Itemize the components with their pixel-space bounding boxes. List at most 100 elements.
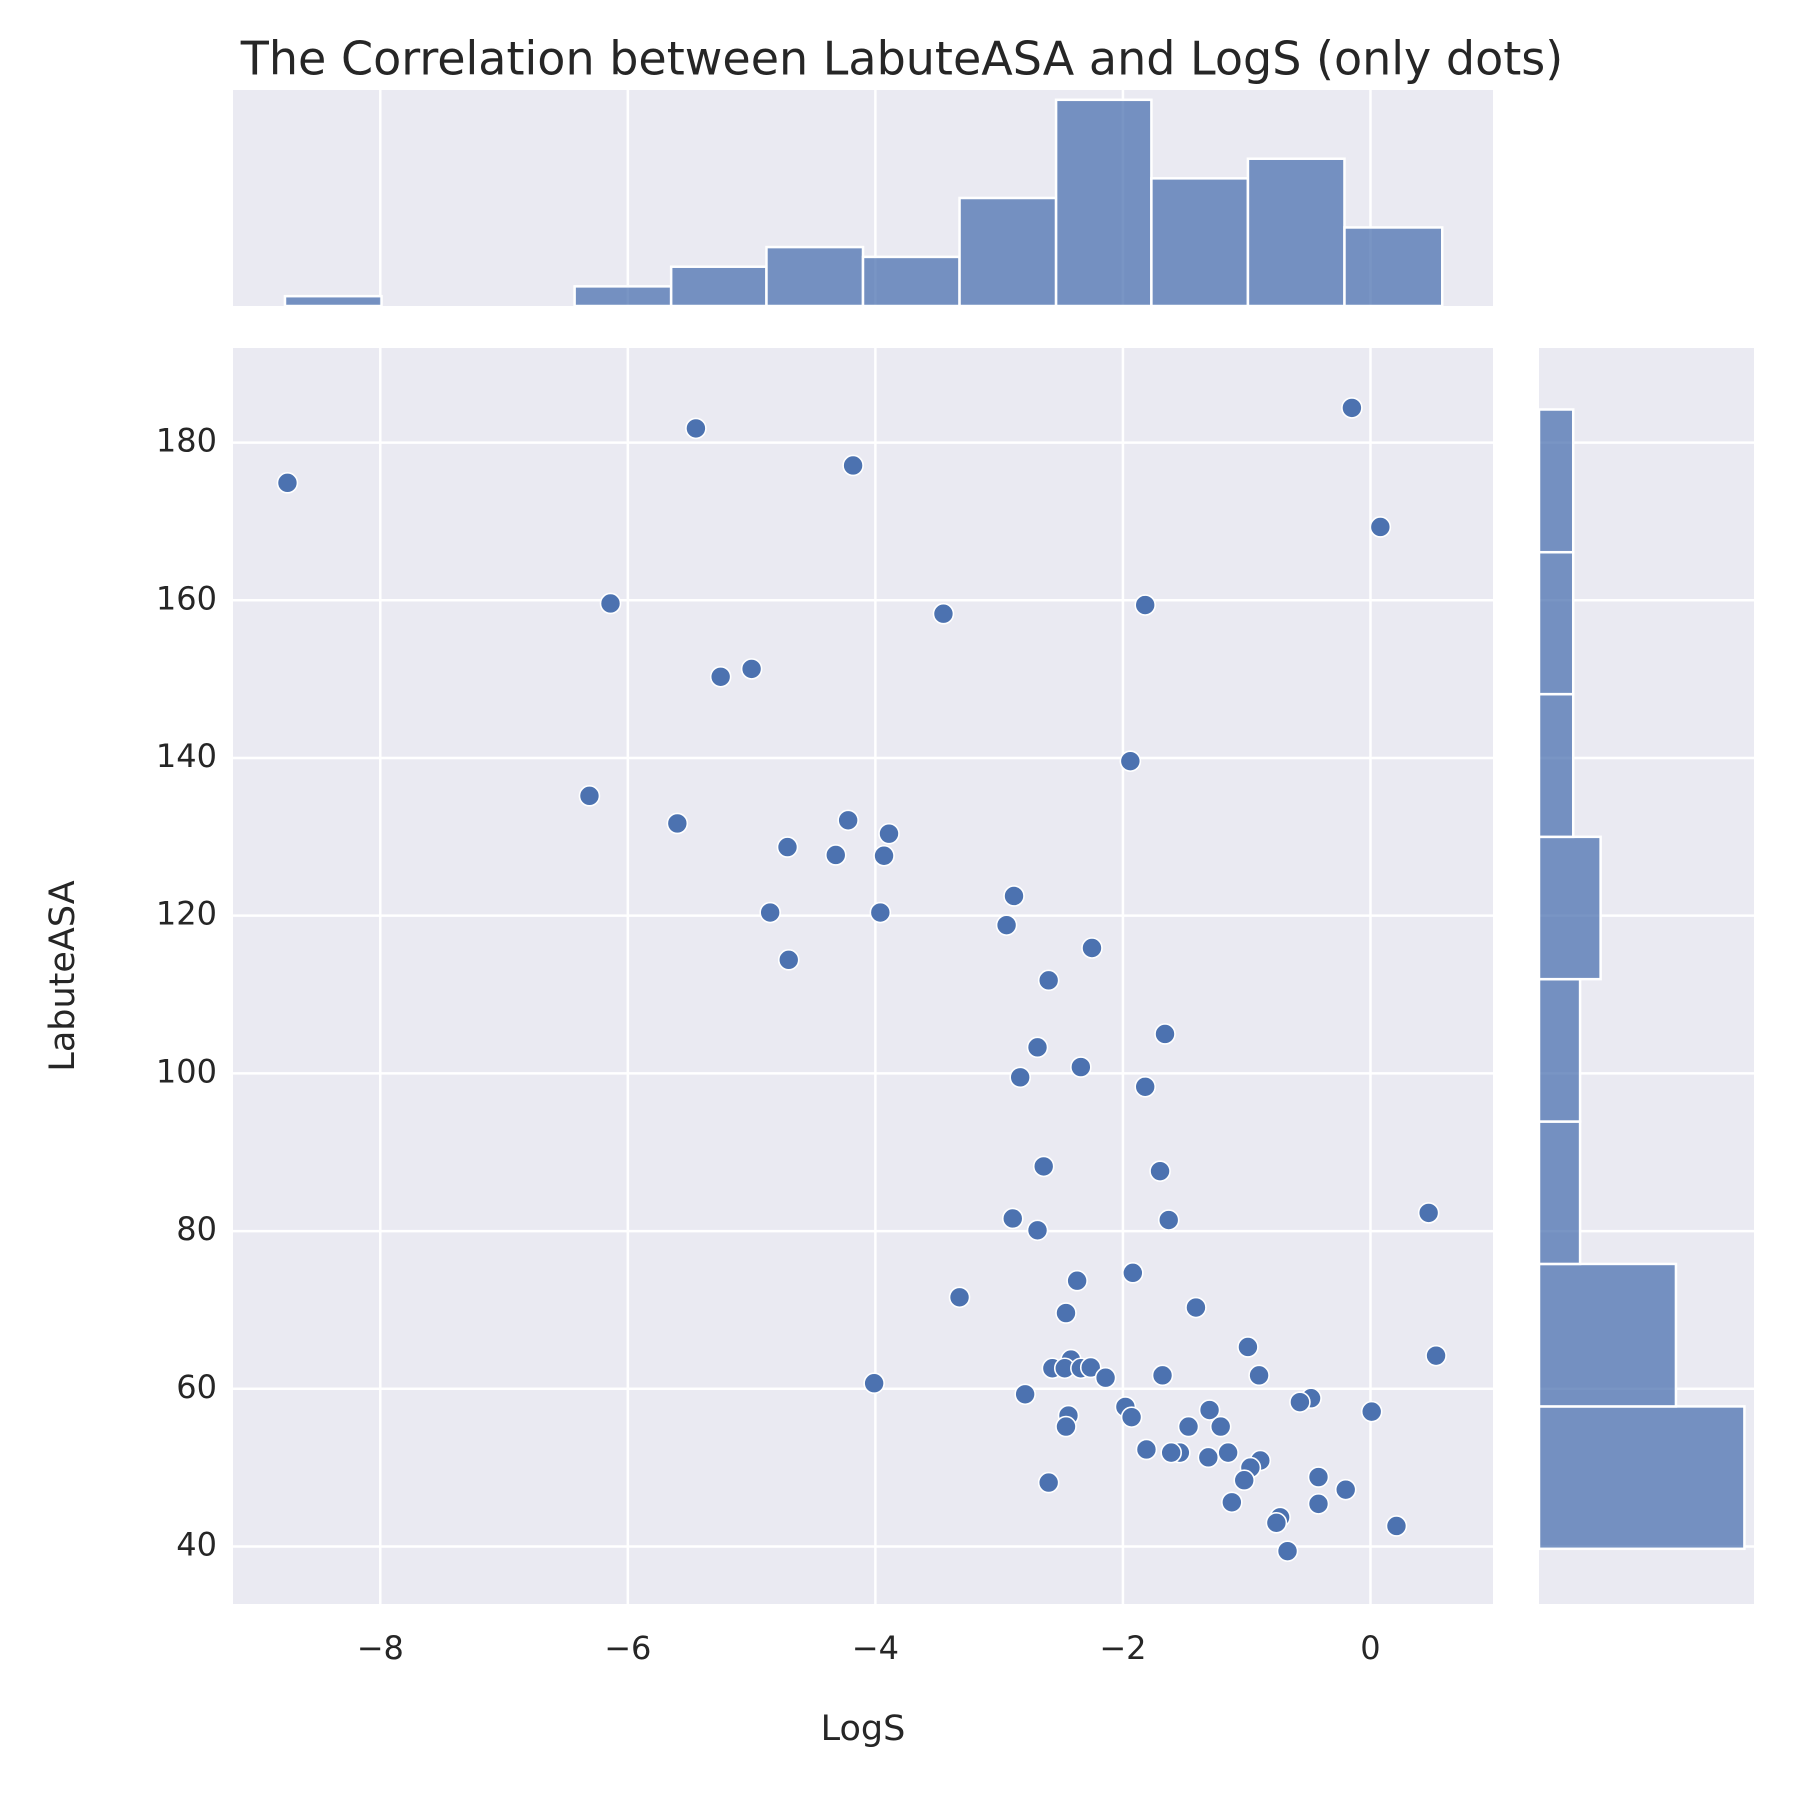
scatter-point <box>666 812 689 835</box>
scatter-point <box>1307 1466 1330 1488</box>
scatter-point <box>1134 594 1157 616</box>
y-tick-label: 160 <box>156 579 217 617</box>
scatter-point <box>1135 1438 1158 1461</box>
scatter-point <box>1151 1364 1174 1387</box>
histogram-bar <box>1537 550 1575 696</box>
scatter-point <box>1221 1491 1243 1514</box>
scatter-point <box>1120 1406 1143 1428</box>
histogram-bar <box>573 285 673 308</box>
scatter-point <box>1037 969 1060 992</box>
scatter-point <box>1217 1441 1239 1464</box>
scatter-point <box>1026 1219 1049 1242</box>
scatter-point <box>1026 1036 1049 1059</box>
x-tick-label: −8 <box>357 1629 404 1667</box>
scatter-point <box>1307 1493 1330 1515</box>
scatter-point <box>1070 1056 1092 1078</box>
y-axis-label: LabuteASA <box>43 880 83 1071</box>
scatter-point <box>1369 516 1392 538</box>
scatter-point <box>1276 1540 1299 1562</box>
scatter-point <box>837 809 859 832</box>
scatter-point <box>878 822 900 845</box>
scatter-point <box>948 1286 971 1309</box>
histogram-bar <box>765 245 865 308</box>
scatter-point <box>777 949 800 971</box>
x-tick-label: 0 <box>1360 1629 1380 1667</box>
scatter-point <box>1334 1478 1357 1501</box>
scatter-point <box>1037 1471 1060 1494</box>
scatter-point <box>1154 1023 1176 1045</box>
y-tick-label: 80 <box>176 1210 217 1248</box>
histogram-bar <box>1150 177 1250 308</box>
scatter-point <box>1055 1415 1077 1438</box>
scatter-point <box>578 785 601 807</box>
y-tick-label: 100 <box>156 1052 217 1090</box>
scatter-point <box>1003 885 1025 907</box>
y-tick-label: 60 <box>176 1368 217 1406</box>
y-tick-label: 40 <box>176 1525 217 1563</box>
scatter-point <box>932 602 955 625</box>
scatter-point <box>1385 1515 1408 1537</box>
y-tick-label: 140 <box>156 737 217 775</box>
scatter-point <box>1237 1336 1259 1358</box>
scatter-point <box>740 658 763 680</box>
scatter-point <box>1289 1391 1311 1413</box>
scatter-point <box>873 844 895 867</box>
scatter-point <box>869 901 892 924</box>
histogram-bar <box>1343 226 1444 308</box>
chart-title: The Correlation between LabuteASA and Lo… <box>240 32 1563 86</box>
scatter-point <box>1185 1296 1207 1319</box>
histogram-bar <box>1246 157 1346 308</box>
scatter-point <box>1417 1202 1440 1224</box>
histogram-bar <box>283 294 383 308</box>
histogram-bar <box>1537 692 1575 839</box>
x-axis-label: LogS <box>821 1709 906 1749</box>
scatter-point <box>1209 1415 1232 1438</box>
scatter-point <box>1014 1383 1036 1406</box>
scatter-point <box>1160 1441 1182 1464</box>
scatter-point <box>1066 1269 1088 1292</box>
scatter-point <box>1001 1207 1024 1230</box>
scatter-point <box>1119 750 1142 772</box>
scatter-point <box>1265 1511 1288 1534</box>
scatter-point <box>599 592 622 615</box>
x-tick-label: −4 <box>852 1629 899 1667</box>
scatter-point <box>685 417 707 440</box>
scatter-point <box>1360 1400 1383 1423</box>
histogram-bar <box>958 196 1058 308</box>
histogram-bar <box>1537 1262 1678 1408</box>
y-tick-label: 120 <box>156 895 217 933</box>
scatter-point <box>1055 1302 1077 1324</box>
x-tick-label: −2 <box>1099 1629 1146 1667</box>
scatter-point <box>1233 1469 1256 1492</box>
scatter-point <box>1009 1066 1031 1089</box>
scatter-point <box>1198 1399 1221 1421</box>
scatter-point <box>1094 1366 1117 1389</box>
scatter-point <box>709 665 732 688</box>
scatter-point <box>1248 1364 1270 1387</box>
histogram-bar <box>1537 1405 1746 1551</box>
scatter-point <box>842 454 864 477</box>
y-tick-label: 180 <box>156 422 217 460</box>
histogram-bar <box>1054 98 1153 308</box>
scatter-point <box>1197 1446 1220 1469</box>
scatter-point <box>1081 937 1103 959</box>
scatter-point <box>1425 1344 1447 1367</box>
scatter-point <box>1122 1262 1144 1284</box>
histogram-bar <box>669 265 768 308</box>
scatter-point <box>1149 1160 1171 1182</box>
scatter-point <box>824 844 847 866</box>
scatter-point <box>1341 397 1363 419</box>
x-tick-label: −6 <box>604 1629 651 1667</box>
histogram-bar <box>1537 977 1582 1123</box>
scatter-point <box>1032 1155 1055 1178</box>
scatter-point <box>276 472 299 494</box>
scatter-point <box>1079 1356 1102 1379</box>
histogram-bar <box>1537 408 1575 554</box>
histogram-bar <box>861 255 961 308</box>
histogram-bar <box>1537 1120 1582 1266</box>
scatter-point <box>863 1372 885 1395</box>
scatter-point <box>995 914 1018 936</box>
plot-background <box>233 348 1493 1604</box>
